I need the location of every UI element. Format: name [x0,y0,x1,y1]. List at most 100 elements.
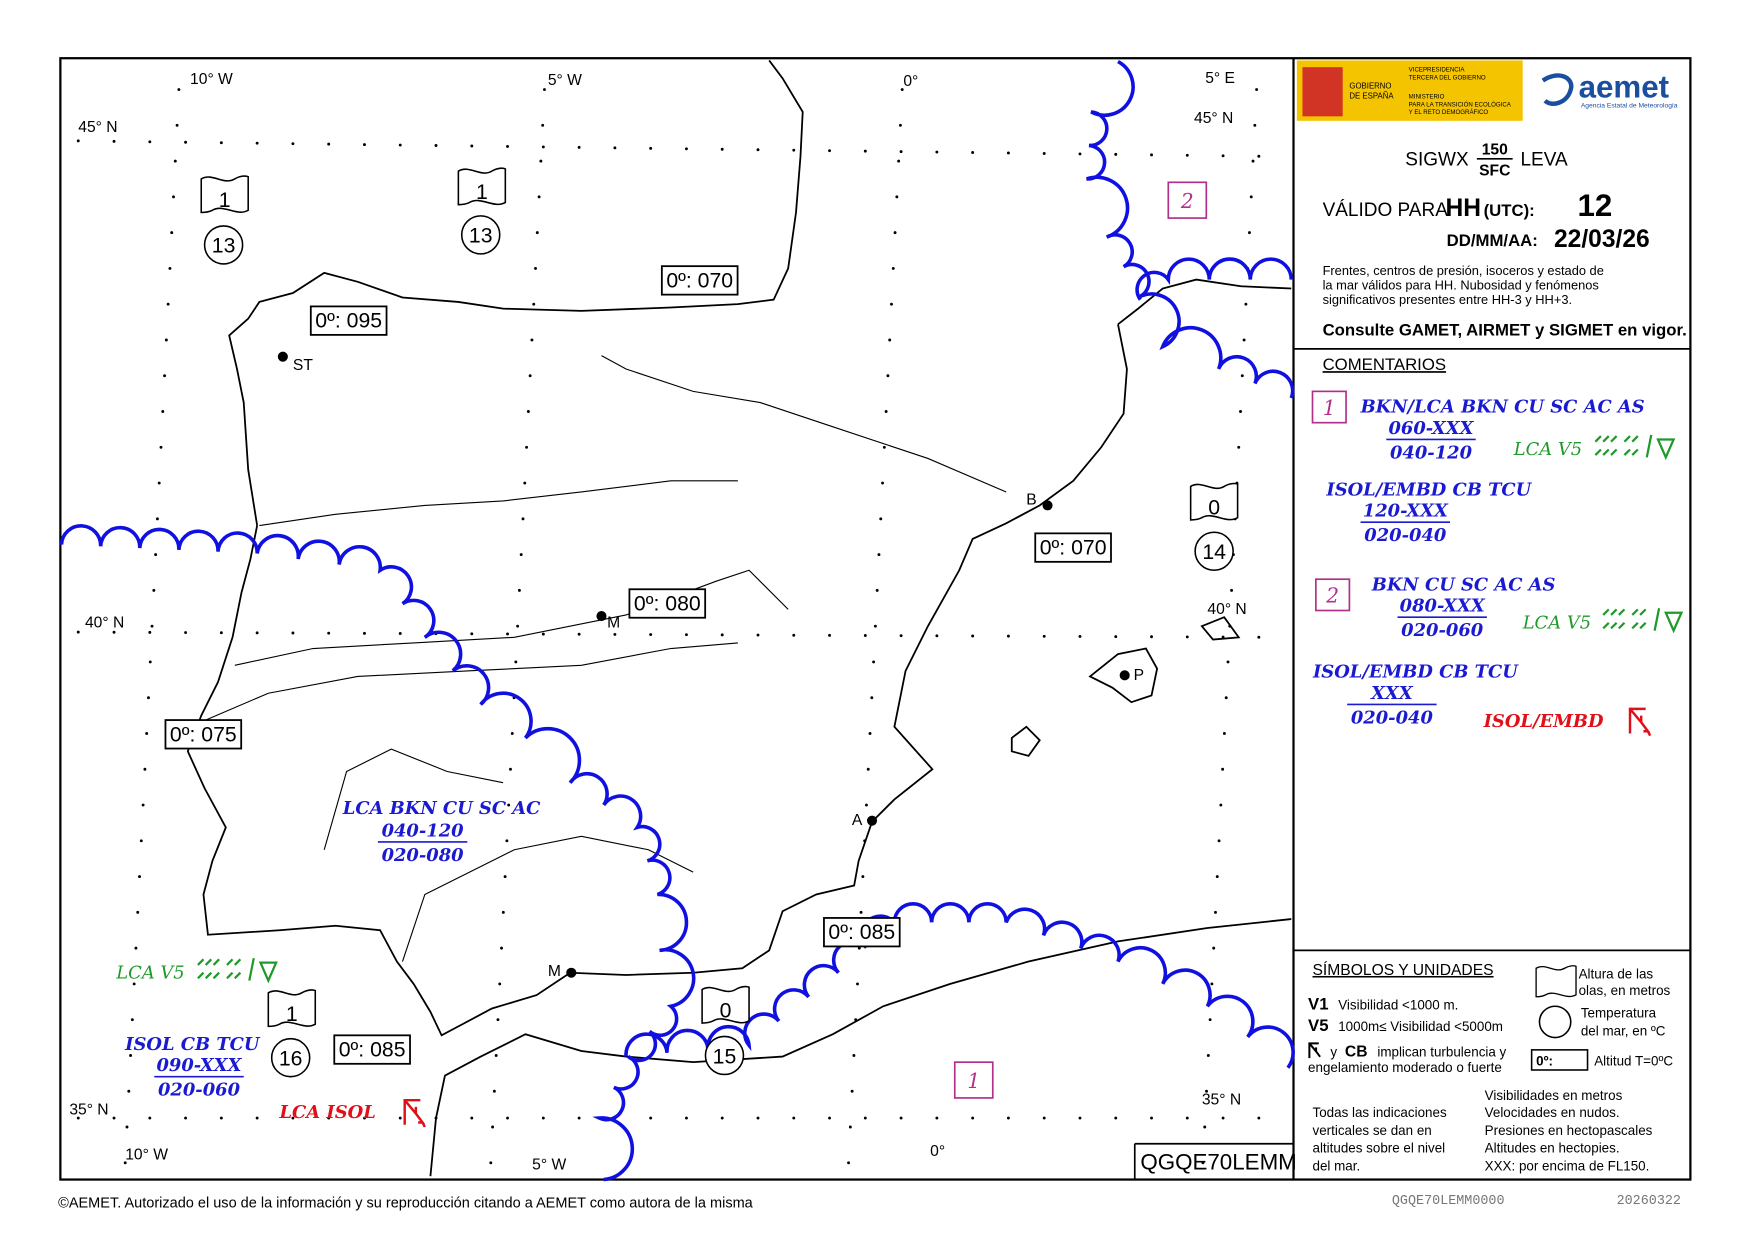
freezing-level: 0º: 075 [164,719,243,750]
grid-dot [856,982,859,986]
grid-dot [1221,154,1225,158]
temp-symbol [1538,1005,1572,1039]
grid-dot [537,195,541,199]
symbol-text: Temperatura [1581,1005,1657,1020]
grid-dot [875,588,879,592]
grid-dot [1114,1116,1118,1120]
grid-dot [1042,1116,1046,1120]
coord-label: 10° W [125,1146,168,1163]
grid-dot [517,588,521,592]
grid-dot [1185,635,1189,639]
grid-dot [756,148,760,152]
grid-dot [720,1116,724,1120]
cb-top: 090-XXX [156,1055,242,1076]
sea-states: 1 13 1 13 0 14 1 16 0 15 [200,167,1239,1078]
grid-dot [935,150,939,154]
sea-temperature: 13 [469,224,493,248]
grid-dot [143,767,147,771]
freezing-level-label: 0º: 095 [315,309,382,333]
grid-dot [1221,767,1225,771]
note: altitudes sobre el nivel [1313,1141,1446,1156]
grid-dot [882,445,886,449]
grid-dot [873,624,877,628]
grid-dot [1219,803,1223,807]
grid-dot [500,946,503,950]
grid-dot [138,875,141,879]
freezing-level: 0º: 095 [309,305,388,336]
freezing-level-box [333,1034,411,1065]
grid-dot [1257,154,1261,158]
frame [59,57,1692,1181]
grid-dot [1248,231,1251,235]
grid-dot [1217,839,1221,843]
map: 10° W 5° W 0° 5° E 45° N 45° N 40° N 40°… [59,59,1295,1182]
grid-dot [868,732,872,735]
grid-dot [327,1116,331,1120]
grid-dot [898,123,902,127]
sea-temperature: 15 [713,1044,737,1068]
cb-base: 020-060 [158,1080,241,1101]
area-box [1167,181,1208,219]
agency-name: Agencia Estatal de Meteorología [1581,102,1678,109]
grid-dot [864,803,868,807]
grid-dot [145,732,149,735]
grid-dot [134,946,138,950]
freezing-level-label: 0º: 085 [828,920,895,944]
region: LEVA [1520,150,1568,171]
area-box [1311,390,1347,424]
grid-dot [1230,588,1234,592]
product-code: QGQE70LEMM0000 [1392,1194,1505,1209]
symbol-text: y [1330,1045,1337,1060]
wave-height: 0 [720,998,732,1022]
grid-dot [168,266,172,270]
wave-height: 1 [286,1002,298,1026]
area-id: 2 [1325,584,1339,608]
grid-dot [884,410,888,413]
grid-dot [523,481,527,485]
sea-temperature: 14 [1202,540,1226,564]
grid-dot [720,633,724,637]
grid-dot [291,1116,295,1120]
note: del mar. [1313,1159,1361,1174]
freezing-level-label: 0º: 085 [339,1038,406,1062]
note: Todas las indicaciones [1313,1105,1447,1120]
cloud-top: 060-XXX [1388,418,1474,439]
cities: ST B M P A M [277,351,1144,980]
grid-dot [971,151,975,154]
grid-dot [505,839,509,843]
grid-dot [219,1116,223,1120]
grid-dot [866,767,870,771]
turbulence-symbol [1308,1042,1321,1059]
cb-top: XXX [1370,683,1414,704]
cb-label: ISOL/EMBD CB TCU [1312,662,1519,683]
grid-dot [1253,123,1257,127]
grid-dot [1042,634,1046,638]
grid-dot [491,1125,495,1129]
grid-dot [828,149,831,153]
freezing-level-label: 0º: 070 [666,268,733,292]
visibility-label: LCA V5 [1513,439,1582,460]
grid-dot [649,633,653,637]
grid-dot [577,632,581,636]
island [1010,725,1041,757]
grid-dot [756,1116,760,1120]
logo-text: Y EL RETO DEMOGRÁFICO [1409,109,1489,116]
grid-dot [1185,1116,1189,1120]
logo-text: TERCERA DEL GOBIERNO [1409,74,1486,81]
coord-label: 5° E [1205,70,1235,87]
grid-dot [291,631,295,635]
grid-dot [363,631,366,635]
wave-height: 0 [1208,495,1220,519]
sea-state: 1 16 [267,989,317,1078]
grid-dot [76,1116,80,1120]
grid-dot [1206,1054,1210,1057]
symbol-text: engelamiento moderado o fuerte [1308,1060,1502,1075]
description: la mar válidos para HH. Nubosidad y fenó… [1323,278,1599,293]
coord-label: 35° N [1202,1092,1241,1109]
grid-dot [541,1116,545,1120]
grid-dot [852,1054,856,1057]
grid-dot [172,195,175,199]
freezing-level: 0º: 085 [823,917,901,948]
sea-state: 1 13 [200,175,249,265]
area-id: 1 [967,1069,980,1093]
